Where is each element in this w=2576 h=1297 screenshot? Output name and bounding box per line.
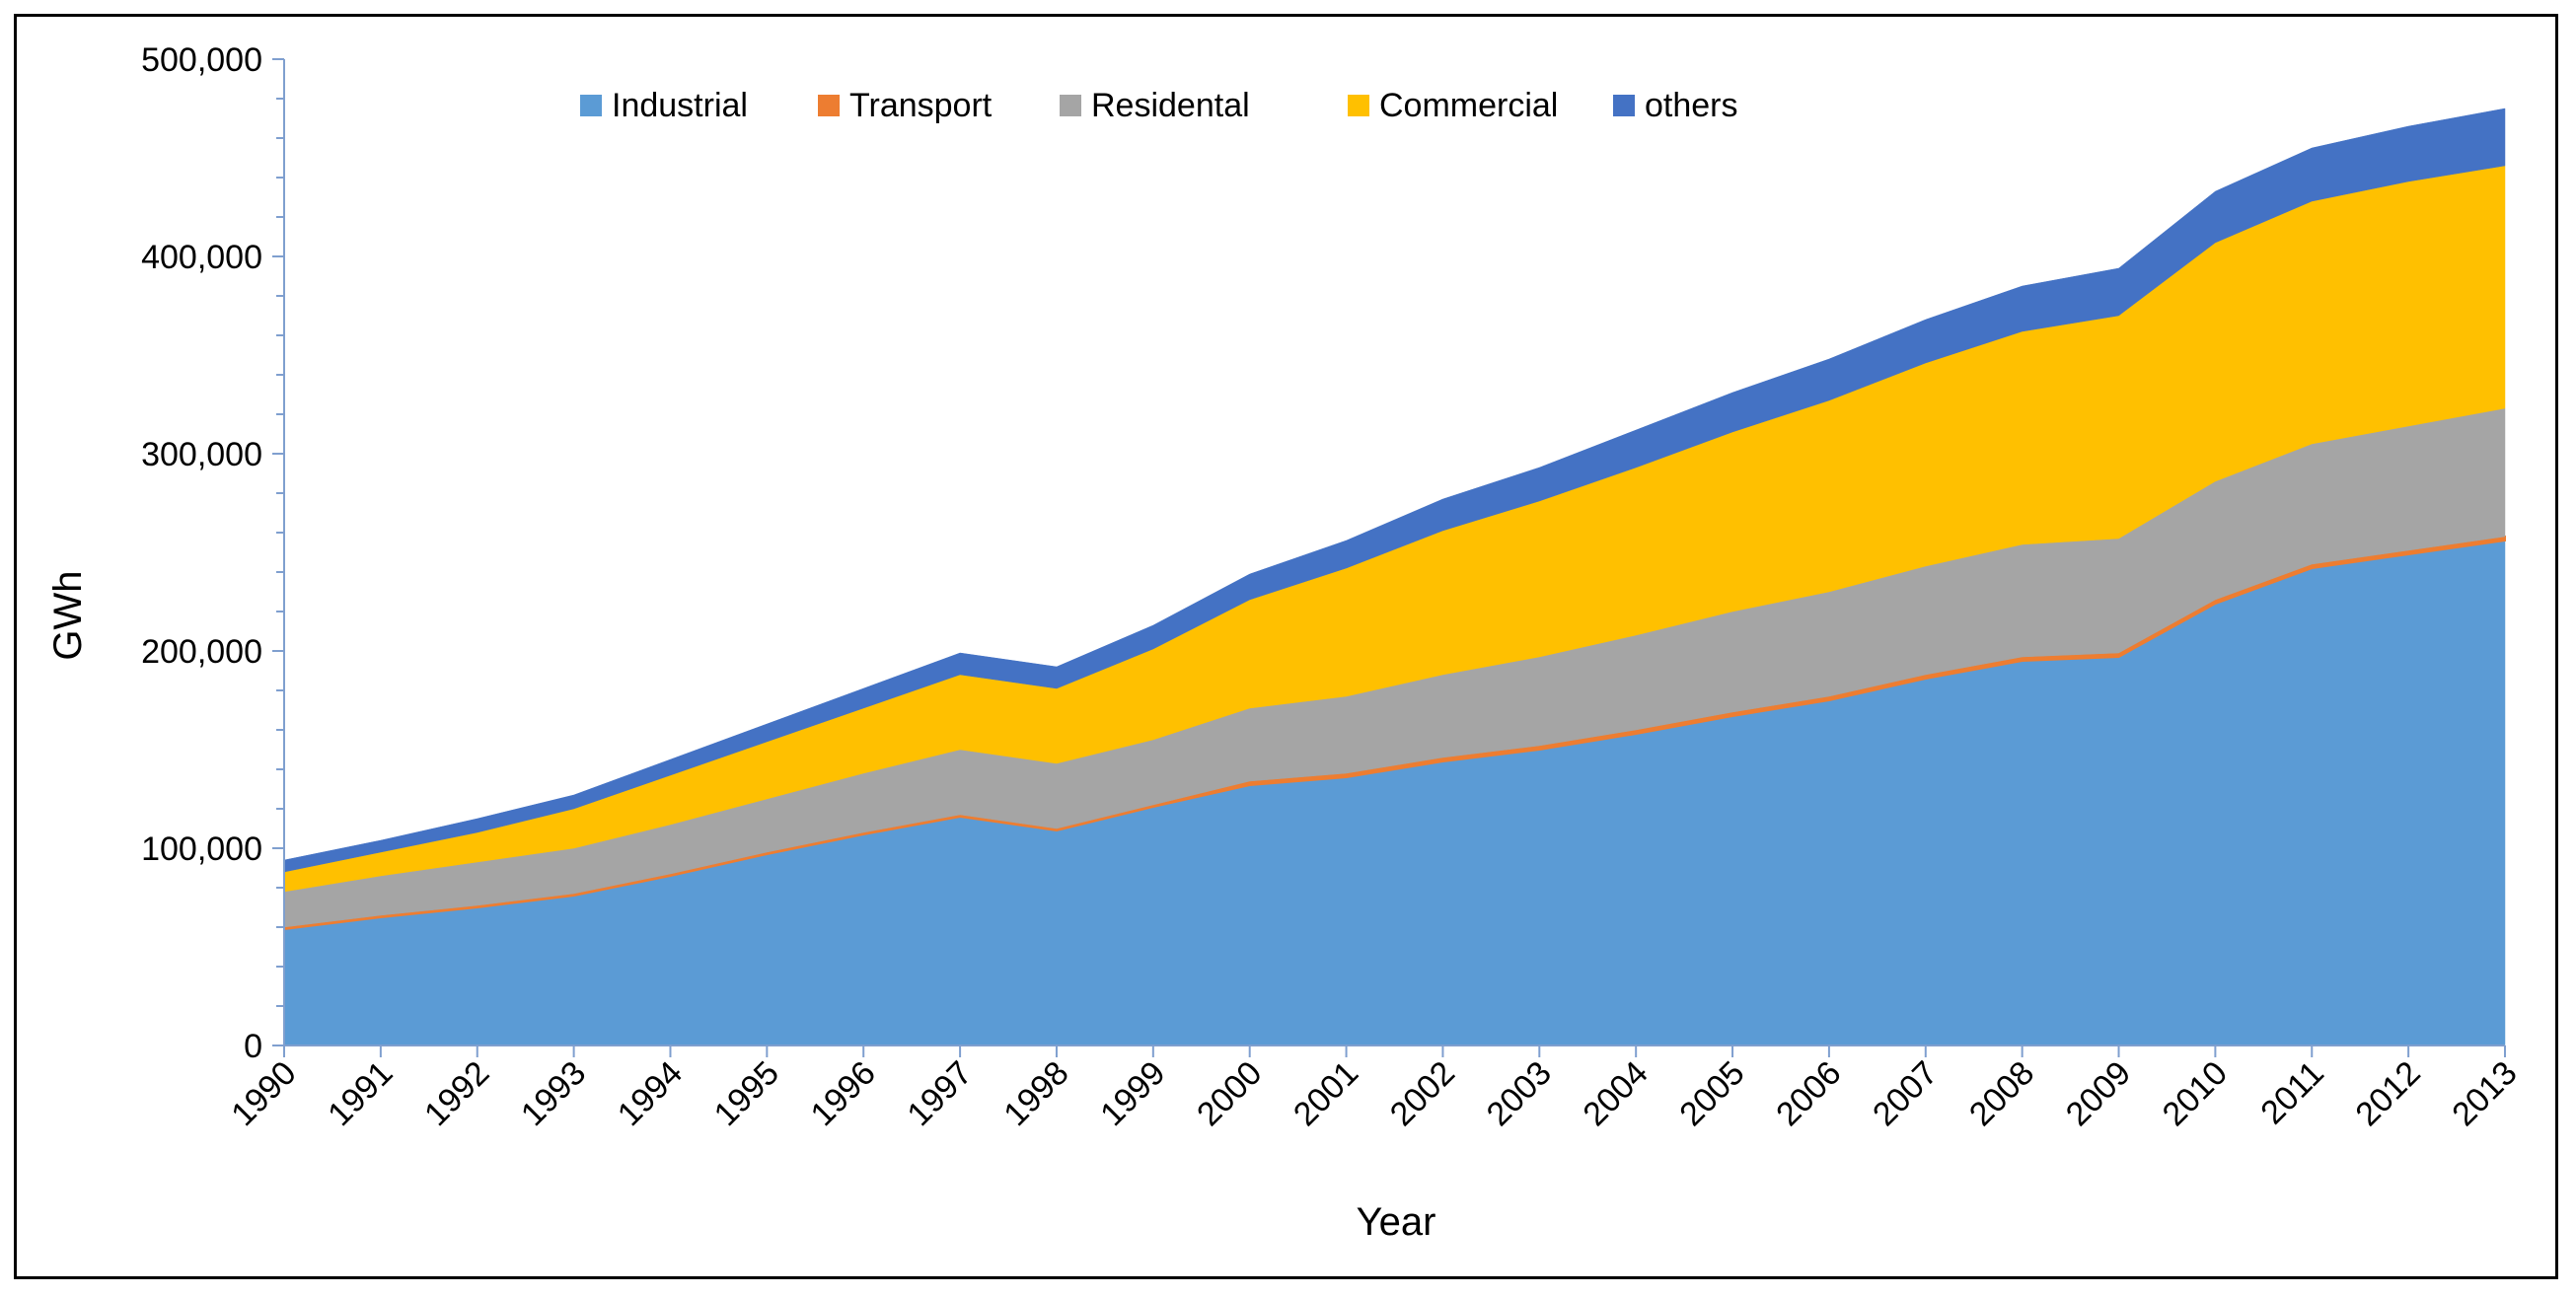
legend-label: Commercial <box>1379 87 1558 124</box>
x-tick-label: 2008 <box>1962 1054 2041 1133</box>
legend-swatch <box>818 95 840 116</box>
x-tick-label: 2000 <box>1190 1054 1269 1133</box>
y-tick-label: 500,000 <box>141 41 262 79</box>
x-tick-label: 1998 <box>996 1054 1075 1133</box>
x-tick-label: 2003 <box>1480 1054 1559 1133</box>
x-tick-label: 2005 <box>1672 1054 1751 1133</box>
legend-swatch <box>1060 95 1081 116</box>
x-tick-label: 2011 <box>2253 1054 2331 1132</box>
x-tick-label: 1995 <box>707 1054 786 1133</box>
x-tick-label: 2006 <box>1769 1054 1848 1133</box>
y-tick-label: 400,000 <box>141 239 262 276</box>
y-axis: 0 100,000 200,000 300,000 400,000 500,000 <box>141 41 285 1065</box>
chart-frame: 0 100,000 200,000 300,000 400,000 500,000 199… <box>14 14 2558 1279</box>
x-tick-label: 1993 <box>514 1054 593 1133</box>
legend-item-transport: Transport <box>818 87 993 124</box>
legend-item-others: others <box>1613 87 1738 124</box>
x-tick-label: 2010 <box>2156 1054 2235 1133</box>
x-tick-label: 2013 <box>2445 1054 2524 1133</box>
x-axis-title: Year <box>1357 1200 1436 1244</box>
x-tick-label: 1990 <box>224 1054 303 1133</box>
legend-swatch <box>1348 95 1369 116</box>
area-others <box>283 108 2506 873</box>
legend-label: Residental <box>1091 87 1250 124</box>
legend-swatch <box>580 95 602 116</box>
y-tick-label: 300,000 <box>141 436 262 473</box>
area-layers <box>283 108 2506 1046</box>
x-tick-label: 1996 <box>804 1054 883 1133</box>
x-tick-label: 2007 <box>1866 1054 1945 1133</box>
y-tick-label: 100,000 <box>141 830 262 868</box>
x-tick-label: 2012 <box>2348 1054 2427 1133</box>
x-axis: 1990 1991 1992 1993 1994 1995 1996 1997 1998 1999… <box>224 1045 2525 1133</box>
legend-label: others <box>1645 87 1738 124</box>
legend-label: Transport <box>849 87 993 124</box>
x-tick-label: 2001 <box>1287 1054 1365 1133</box>
legend-item-commercial: Commercial <box>1348 87 1558 124</box>
stacked-area-chart: 0 100,000 200,000 300,000 400,000 500,000 199… <box>46 41 2525 1244</box>
y-axis-title: GWh <box>46 570 90 660</box>
x-tick-label: 1994 <box>611 1054 690 1133</box>
x-tick-label: 1997 <box>900 1054 979 1133</box>
x-tick-label: 2004 <box>1576 1054 1655 1133</box>
legend-swatch <box>1613 95 1635 116</box>
x-tick-label: 2002 <box>1383 1054 1462 1133</box>
x-tick-label: 1992 <box>417 1054 496 1133</box>
legend-item-residental: Residental <box>1060 87 1250 124</box>
legend: Industrial Transport Residental Commercial o… <box>580 87 1738 124</box>
x-tick-label: 1991 <box>321 1054 400 1133</box>
y-tick-label: 0 <box>244 1028 262 1065</box>
y-tick-label: 200,000 <box>141 633 262 671</box>
legend-item-industrial: Industrial <box>580 87 748 124</box>
x-tick-label: 1999 <box>1093 1054 1172 1133</box>
legend-label: Industrial <box>612 87 748 124</box>
x-tick-label: 2009 <box>2059 1054 2138 1133</box>
